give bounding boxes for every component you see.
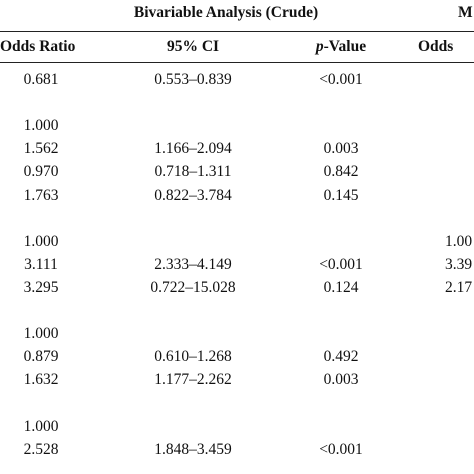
ci-cell: 2.333–4.149 [154, 256, 232, 273]
ci-cell: 1.177–2.262 [154, 371, 232, 388]
p-value-cell: <0.001 [319, 71, 363, 88]
p-value-cell: 0.003 [323, 140, 359, 157]
p-value-cell: 0.003 [323, 371, 359, 388]
group-header-rule [0, 31, 474, 32]
odds-ratio-cell: 2.528 [23, 441, 59, 458]
p-value-cell: 0.842 [323, 163, 359, 180]
odds-ratio-cell: 1.000 [23, 117, 59, 134]
multivariable-odds-cell-cut: 1.00 [445, 233, 473, 250]
p-letter: p [315, 38, 324, 55]
column-header-rule [0, 62, 474, 63]
p-value-cell: 0.145 [323, 187, 359, 204]
p-value-cell: 0.492 [323, 348, 359, 365]
p-value-column-header: p-Value [316, 38, 366, 56]
odds-ratio-column-header: Odds Ratio [0, 38, 76, 55]
ci-cell: 0.718–1.311 [154, 163, 232, 180]
multivariable-odds-cell-cut: 3.39 [445, 256, 473, 273]
bivariable-group-header: Bivariable Analysis (Crude) [133, 4, 319, 21]
multivariable-odds-cell-cut: 2.17 [445, 279, 473, 296]
odds-ratio-cell: 1.000 [23, 418, 59, 435]
ci-cell: 0.610–1.268 [154, 348, 232, 365]
odds-ratio-cell: 3.111 [24, 256, 58, 273]
multivariable-group-header-cut: M [458, 4, 473, 21]
p-value-cell: 0.124 [323, 279, 359, 296]
odds-ratio-cell: 0.970 [23, 163, 59, 180]
odds-ratio-cell: 1.562 [23, 140, 59, 157]
odds-ratio-cell: 3.295 [23, 279, 59, 296]
ci-cell: 0.722–15.028 [150, 279, 236, 296]
ci-cell: 0.553–0.839 [154, 71, 232, 88]
odds-ratio-cell: 0.681 [23, 71, 59, 88]
ci-cell: 0.822–3.784 [154, 187, 232, 204]
odds-ratio-cell: 1.000 [23, 233, 59, 250]
odds-ratio-cell: 1.632 [23, 371, 59, 388]
odds-ratio-cell: 1.763 [23, 187, 59, 204]
ci-cell: 1.848–3.459 [154, 441, 232, 458]
odds-ratio-cell: 1.000 [23, 325, 59, 342]
multivariable-odds-column-header-cut: Odds [418, 38, 454, 55]
p-value-cell: <0.001 [319, 441, 363, 458]
odds-ratio-cell: 0.879 [23, 348, 59, 365]
ci-cell: 1.166–2.094 [154, 140, 232, 157]
p-value-cell: <0.001 [319, 256, 363, 273]
p-value-suffix: -Value [323, 38, 367, 55]
ci-column-header: 95% CI [166, 38, 220, 55]
